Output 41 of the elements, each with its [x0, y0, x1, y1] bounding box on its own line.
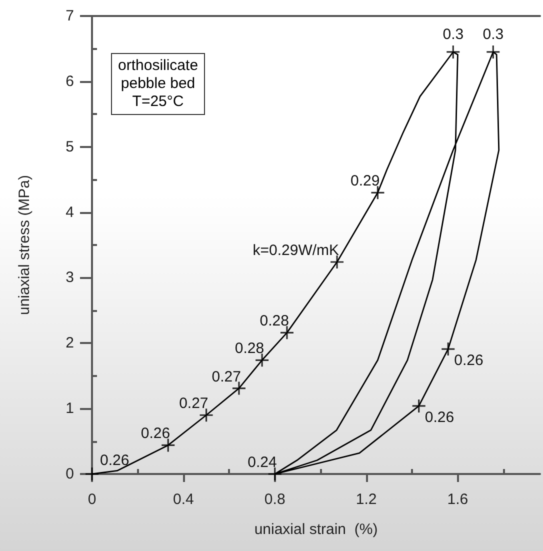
y-tick-label: 1 — [66, 400, 74, 418]
point — [232, 380, 246, 396]
annotation: 0.26 — [454, 352, 484, 370]
y-axis-title: uniaxial stress (MPa) — [16, 174, 33, 316]
annotation: 0.26 — [424, 408, 454, 426]
point — [160, 438, 176, 453]
x-tick-label: 0.4 — [173, 491, 194, 508]
x-tick-label: 0.8 — [264, 491, 286, 508]
y-tick-label: 2 — [66, 334, 74, 352]
point — [280, 325, 294, 340]
point — [446, 44, 460, 60]
annotation: 0.3 — [442, 26, 464, 43]
x-tick-label: 1.2 — [356, 491, 377, 508]
annotation: 0.28 — [234, 340, 264, 358]
x-axis-title: uniaxial strain (%) — [254, 521, 378, 538]
annotation: 0.27 — [212, 368, 241, 386]
point — [486, 44, 500, 60]
x-tick-label: 1.6 — [447, 491, 468, 508]
annotation: orthosilicate pebble bed T=25°C — [111, 53, 206, 115]
point — [198, 408, 214, 422]
y-tick-label: 7 — [66, 8, 74, 24]
annotation: 0.29 — [350, 172, 380, 190]
x-tick-label: 0 — [88, 491, 96, 508]
y-tick-label: 3 — [66, 269, 74, 286]
y-tick-label: 5 — [66, 138, 74, 156]
annotation: 0.24 — [248, 454, 277, 471]
annotation: 0.26 — [100, 452, 130, 469]
point — [268, 466, 282, 482]
y-tick-label: 0 — [66, 466, 74, 482]
annotation: 0.27 — [179, 395, 208, 412]
point — [330, 254, 344, 270]
annotation: k=0.29W/mK — [252, 242, 340, 260]
point — [254, 352, 270, 368]
annotation: 0.26 — [140, 425, 170, 442]
y-tick-label: 6 — [66, 72, 74, 90]
annotation: 0.3 — [482, 26, 504, 43]
point — [440, 342, 456, 356]
point — [412, 398, 426, 414]
y-tick-label: 4 — [66, 204, 74, 221]
annotation: 0.28 — [260, 312, 289, 330]
point — [370, 185, 386, 200]
